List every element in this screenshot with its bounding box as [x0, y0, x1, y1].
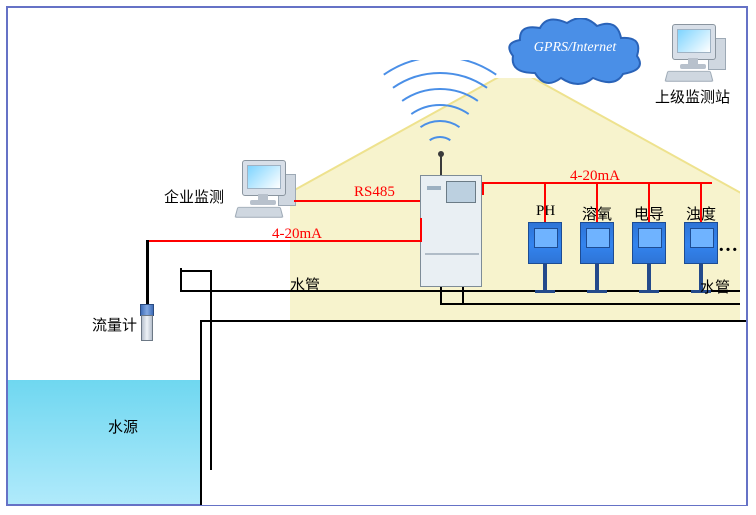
- sensor-base-1: [587, 290, 607, 293]
- water-source-label: 水源: [108, 416, 138, 437]
- sensor-2: [632, 222, 666, 264]
- sensor-drop-3: [700, 182, 702, 222]
- pipe-pipe-an-vout: [462, 287, 464, 303]
- enterprise-label: 企业监测: [164, 186, 224, 207]
- pipe-pipe-to-src-v: [210, 270, 212, 470]
- sensor-base-2: [639, 290, 659, 293]
- upper-station-label: 上级监测站: [655, 86, 730, 107]
- wire-ma-left-v: [420, 218, 422, 242]
- flowmeter-icon: [138, 304, 154, 339]
- pipe-pipe-an-h: [440, 303, 740, 305]
- upper-station-computer-icon: [660, 24, 726, 84]
- sensor-1: [580, 222, 614, 264]
- sensor-0: [528, 222, 562, 264]
- diagram-canvas: GPRS/Internet 上级监测站 企业监测 PH溶氧电导浊度 流量计 RS…: [0, 0, 756, 515]
- sensor-drop-1: [596, 182, 598, 222]
- sensor-stand-2: [647, 264, 651, 290]
- cloud-label: GPRS/Internet: [520, 40, 630, 56]
- rs485-label: RS485: [354, 184, 395, 201]
- sensor-stand-1: [595, 264, 599, 290]
- analyzer-screen: [446, 181, 476, 203]
- pipe-label: 水管: [290, 274, 320, 295]
- wire-ma-top-l: [482, 182, 484, 195]
- flowmeter-cable: [146, 240, 149, 304]
- sensor-base-0: [535, 290, 555, 293]
- more-sensors-dots: …: [718, 234, 740, 257]
- water-body: [8, 380, 200, 504]
- sensor-drop-2: [648, 182, 650, 222]
- pipe-pipe-to-src-h: [180, 270, 210, 272]
- four20ma-left-label: 4-20mA: [272, 226, 322, 243]
- sensor-3: [684, 222, 718, 264]
- sensor-drop-0: [544, 182, 546, 222]
- ground-platform: [200, 320, 746, 505]
- enterprise-computer-icon: [230, 160, 296, 220]
- pipe-pipe-an-vin: [440, 287, 442, 303]
- sensor-stand-0: [543, 264, 547, 290]
- four20ma-top-label: 4-20mA: [570, 168, 620, 185]
- flowmeter-label: 流量计: [92, 314, 137, 335]
- analyzer-antenna: [440, 155, 442, 175]
- analyzer-cabinet: [420, 175, 482, 287]
- pipe-label-2: 水管: [700, 276, 730, 297]
